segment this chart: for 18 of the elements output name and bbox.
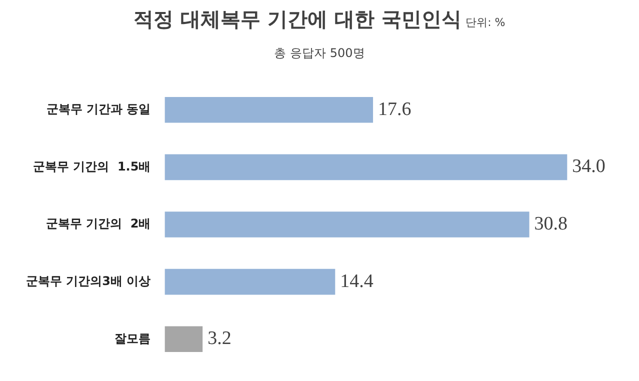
y-tick-label: 군복무 기간과 동일 bbox=[46, 102, 151, 116]
y-tick-label: 군복무 기간의3배 이상 bbox=[26, 274, 151, 288]
data-label: 17.6 bbox=[378, 98, 412, 120]
chart-title: 적정 대체복무 기간에 대한 국민인식 bbox=[134, 7, 462, 31]
bar bbox=[164, 326, 203, 352]
bar bbox=[164, 96, 374, 123]
bar bbox=[164, 154, 568, 180]
chart-subtitle: 총 응답자 500명 bbox=[273, 45, 366, 62]
y-tick-label: 군복무 기간의 1.5배 bbox=[32, 159, 151, 174]
text: 단위: % bbox=[466, 16, 506, 29]
y-tick-label: 잘모름 bbox=[114, 331, 151, 346]
data-label: 34.0 bbox=[572, 156, 606, 178]
y-tick-label: 군복무 기간의 2배 bbox=[46, 216, 151, 231]
data-label: 3.2 bbox=[208, 328, 232, 350]
bar bbox=[164, 268, 336, 295]
data-label: 14.4 bbox=[340, 270, 374, 292]
bar bbox=[164, 212, 530, 238]
data-label: 30.8 bbox=[534, 213, 568, 234]
